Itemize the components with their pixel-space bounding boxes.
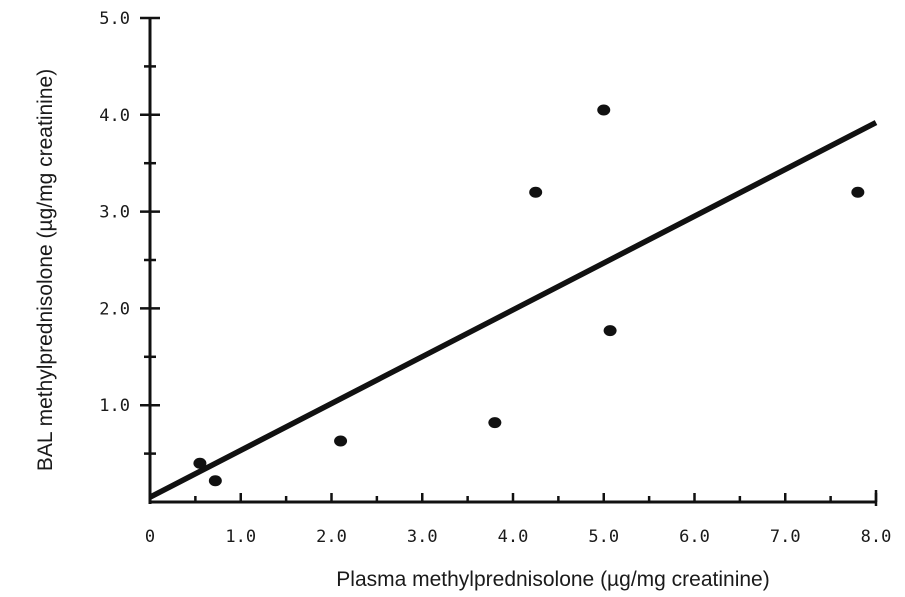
data-point xyxy=(529,186,543,198)
y-tick-label: 2.0 xyxy=(99,299,130,319)
x-tick-label: 5.0 xyxy=(588,527,619,547)
x-tick-label: 8.0 xyxy=(861,527,892,547)
x-tick-label: 0 xyxy=(145,527,155,547)
x-axis-title: Plasma methylprednisolone (µg/mg creatin… xyxy=(336,568,769,591)
data-point xyxy=(193,457,207,469)
x-tick-label: 1.0 xyxy=(225,527,256,547)
data-point xyxy=(851,186,865,198)
y-tick-label: 3.0 xyxy=(99,203,130,223)
x-tick-label: 2.0 xyxy=(316,527,347,547)
y-tick-label: 4.0 xyxy=(99,106,130,126)
ticks xyxy=(140,16,878,506)
axes xyxy=(148,18,876,504)
data-point xyxy=(334,435,348,447)
tick-labels: 0 1.0 2.0 3.0 4.0 5.0 6.0 7.0 8.0 1.0 2.0 3.0 4.0 5.0 xyxy=(99,9,891,547)
y-axis-title: BAL methylprednisolone (µg/mg creatinine… xyxy=(34,69,57,471)
x-tick-label: 6.0 xyxy=(679,527,710,547)
data-point xyxy=(597,104,611,116)
data-points xyxy=(193,104,865,487)
data-point xyxy=(488,417,502,429)
x-tick-label: 3.0 xyxy=(407,527,438,547)
y-tick-label: 5.0 xyxy=(99,9,130,29)
x-tick-label: 7.0 xyxy=(770,527,801,547)
data-point xyxy=(603,325,617,337)
y-tick-label: 1.0 xyxy=(99,396,130,416)
x-tick-label: 4.0 xyxy=(498,527,529,547)
regression-line xyxy=(148,120,878,500)
data-point xyxy=(208,475,222,487)
